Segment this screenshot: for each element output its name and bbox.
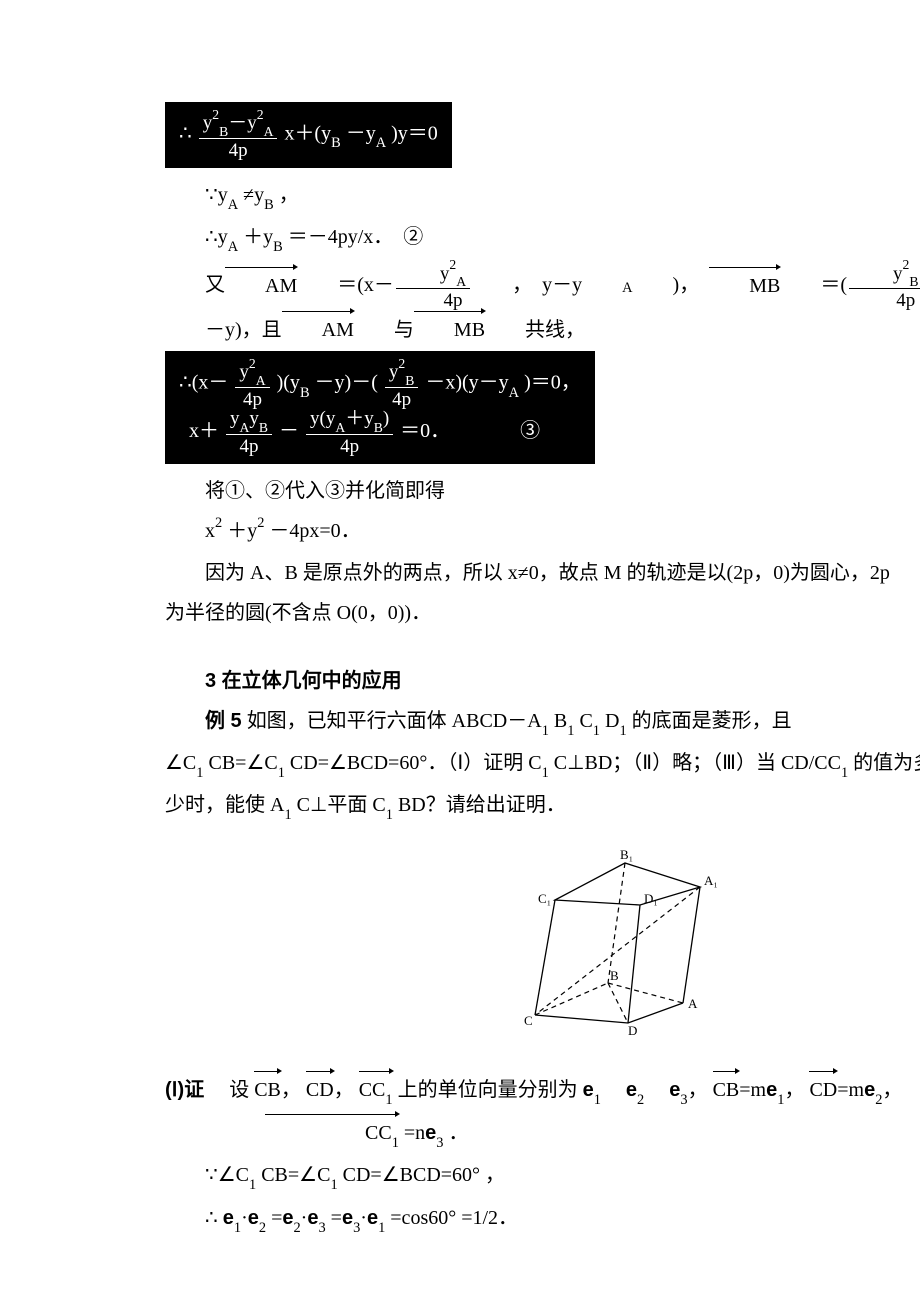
dot-pre: ∴: [205, 1207, 218, 1229]
subst-line: 将①、②代入③并化简即得: [165, 472, 920, 510]
ex5-label: 例 5: [205, 710, 242, 732]
ex5-t1c: C: [579, 710, 592, 732]
fraction-1: y2B－y2A 4p: [199, 110, 278, 160]
eq5-1e: )＝0，: [524, 372, 581, 394]
inverted-formula-1: ∴ y2B－y2A 4p x＋(yB －yA )y＝0: [165, 102, 452, 168]
example5-line3: 少时，能使 A1 C⊥平面 C1 BD？请给出证明．: [165, 786, 920, 826]
eq3-line: ∴yA ＋yB ＝－4py/x． ②: [165, 218, 920, 258]
res-a: x: [205, 520, 215, 542]
cc1-eq-tail: =n: [404, 1122, 425, 1144]
eq1-tail-b: －y: [346, 123, 376, 145]
ang-a: ∵∠C: [205, 1164, 249, 1186]
equation-block-2: ∴(x－ y2A4p )(yB －y)－( y2B4p －x)(y－yA )＝0…: [165, 351, 920, 469]
eq4-and: 与: [354, 311, 414, 349]
vec-cb: CB: [254, 1070, 281, 1109]
section-3-title: 3 在立体几何中的应用: [165, 662, 920, 700]
eq2-pre: ∵y: [205, 184, 228, 206]
ex5-t3b: C⊥平面 C: [297, 794, 386, 816]
ex5-t1b: B: [554, 710, 567, 732]
ex5-t1d: D: [605, 710, 619, 732]
label-a1: A₁: [704, 873, 718, 888]
vec-mb2: MB: [414, 310, 485, 349]
vec-cd-eq: CD: [809, 1070, 837, 1109]
ang-c: CD=∠BCD=60° ，: [343, 1164, 505, 1186]
eq5-1a: ∴(x－: [179, 372, 228, 394]
vec-am: AM: [225, 266, 297, 305]
eq5-2c: ＝0．: [400, 420, 450, 442]
eq2-end: ，: [279, 184, 299, 206]
eq5-2b: －: [279, 420, 299, 442]
ex5-t3: 少时，能使 A: [165, 794, 284, 816]
eq4-close2: －y)，且: [165, 311, 282, 349]
vec-am2: AM: [282, 310, 354, 349]
eq1-tail-a: x＋(y: [284, 123, 331, 145]
label-c: C: [524, 1013, 533, 1028]
conclusion-1: 因为 A、B 是原点外的两点，所以 x≠0，故点 M 的轨迹是以(2p，0)为圆…: [165, 554, 920, 592]
eq4-close: )，: [633, 266, 710, 304]
example5-line1: 例 5 如图，已知平行六面体 ABCD－A1 B1 C1 D1 的底面是菱形，且: [165, 702, 920, 742]
parallelepiped-svg: B₁ A₁ C₁ D₁ B A C D: [510, 845, 740, 1035]
ex5-t2b: CB=∠C: [208, 752, 277, 774]
eq3-b: ＋y: [243, 226, 273, 248]
ex5-t2e: 的值为多: [853, 752, 920, 774]
eq3-a: ∴y: [205, 226, 228, 248]
fraction-yB2: y2B 4p: [849, 261, 920, 311]
vec-mb: MB: [709, 266, 780, 305]
proof-i-label: (Ⅰ)证: [165, 1079, 204, 1101]
therefore-sym: ∴: [179, 123, 192, 145]
vec-cb-eq: CB: [713, 1070, 740, 1109]
eq4-eq2: ＝(: [780, 266, 847, 304]
eq5-1c: －y)－(: [315, 372, 378, 394]
ex5-t2a: ∠C: [165, 752, 196, 774]
eq5-1d: －x)(y－y: [425, 372, 508, 394]
eq4-sep: ， y－y: [472, 266, 582, 304]
label-a: A: [688, 996, 698, 1011]
eq4-line: 又 AM ＝(x－ y2A 4p ， y－yA )， MB ＝( y2B 4p …: [165, 261, 920, 350]
inverted-formula-2: ∴(x－ y2A4p )(yB －y)－( y2B4p －x)(y－yA )＝0…: [165, 351, 595, 463]
proof-i-mid: 上的单位向量分别为: [398, 1079, 583, 1101]
ex5-t2d: C⊥BD；（Ⅱ）略；（Ⅲ）当 CD/CC: [554, 752, 841, 774]
ang-b: CB=∠C: [261, 1164, 330, 1186]
vec-cd: CD: [306, 1070, 334, 1109]
ex5-t2c: CD=∠BCD=60°．（Ⅰ）证明 C: [290, 752, 542, 774]
ex5-t3c: BD？请给出证明．: [398, 794, 566, 816]
label-b1: B₁: [620, 847, 633, 862]
angle-line: ∵∠C1 CB=∠C1 CD=∠BCD=60° ，: [165, 1156, 920, 1196]
equation-block-1: ∴ y2B－y2A 4p x＋(yB －yA )y＝0: [165, 102, 920, 174]
vec-cc1-eq: CC1: [265, 1113, 399, 1154]
eq2-mid: ≠y: [243, 184, 264, 206]
proof-i-line2: CC1 =ne3 ．: [165, 1113, 920, 1154]
res-b: ＋y: [227, 520, 257, 542]
fraction-yA2: y2A 4p: [396, 261, 470, 311]
cos-tail: =cos60° =1/2．: [390, 1207, 518, 1229]
eq3-c: ＝－4py/x． ②: [288, 226, 424, 248]
example5-line2: ∠C1 CB=∠C1 CD=∠BCD=60°．（Ⅰ）证明 C1 C⊥BD；（Ⅱ）…: [165, 744, 920, 784]
eq5-1b: )(y: [277, 372, 300, 394]
eq4-coll: 共线，: [485, 311, 585, 349]
proof-i-set: 设: [209, 1079, 249, 1101]
result-line: x2 ＋y2 －4px=0．: [165, 512, 920, 550]
ex5-t1: 如图，已知平行六面体 ABCD－A: [247, 710, 542, 732]
eq2-line: ∵yA ≠yB ，: [165, 176, 920, 216]
label-c1: C₁: [538, 891, 551, 906]
eq5-marker: ③: [520, 420, 540, 442]
eq4-pre: 又: [165, 266, 225, 304]
vec-cc1: CC1: [359, 1070, 393, 1111]
dotprod-line: ∴ e1·e2 =e2·e3 =e3·e1 =cos60° =1/2．: [165, 1199, 920, 1239]
eq1-tail-c: )y＝0: [391, 123, 438, 145]
label-d: D: [628, 1023, 637, 1035]
label-b: B: [610, 968, 619, 983]
label-d1: D₁: [644, 891, 658, 906]
parallelepiped-figure: B₁ A₁ C₁ D₁ B A C D: [165, 845, 920, 1048]
period-1: ．: [449, 1122, 469, 1144]
eq5-2a: x＋: [189, 420, 219, 442]
conclusion-2: 为半径的圆(不含点 O(0，0))．: [165, 594, 920, 632]
proof-i-line1: (Ⅰ)证 设 CB， CD， CC1 上的单位向量分别为 e1 e2 e3， C…: [165, 1070, 920, 1111]
ex5-t1e: 的底面是菱形，且: [632, 710, 792, 732]
eq4-eq: ＝(x－: [297, 266, 394, 304]
res-c: －4px=0．: [269, 520, 360, 542]
